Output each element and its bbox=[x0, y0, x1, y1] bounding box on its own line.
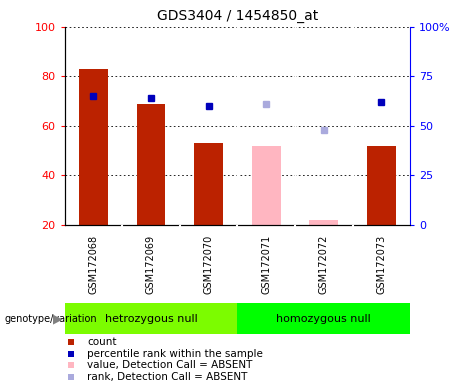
Text: GSM172071: GSM172071 bbox=[261, 234, 271, 294]
Bar bbox=[194, 143, 223, 225]
Text: GSM172073: GSM172073 bbox=[377, 234, 386, 294]
Text: GSM172069: GSM172069 bbox=[146, 235, 156, 293]
Text: ▶: ▶ bbox=[53, 312, 63, 325]
Text: GSM172072: GSM172072 bbox=[319, 234, 329, 294]
Text: GSM172068: GSM172068 bbox=[89, 235, 98, 293]
Text: GSM172070: GSM172070 bbox=[204, 234, 213, 294]
Bar bbox=[237, 303, 410, 334]
Bar bbox=[367, 146, 396, 225]
Text: percentile rank within the sample: percentile rank within the sample bbox=[87, 349, 263, 359]
Bar bbox=[136, 104, 165, 225]
Text: hetrozygous null: hetrozygous null bbox=[105, 314, 197, 324]
Text: count: count bbox=[87, 338, 117, 348]
Title: GDS3404 / 1454850_at: GDS3404 / 1454850_at bbox=[157, 9, 318, 23]
Text: homozygous null: homozygous null bbox=[277, 314, 371, 324]
Text: genotype/variation: genotype/variation bbox=[5, 314, 97, 324]
Bar bbox=[252, 146, 281, 225]
Bar bbox=[309, 220, 338, 225]
Bar bbox=[79, 69, 108, 225]
Bar bbox=[65, 303, 237, 334]
Text: value, Detection Call = ABSENT: value, Detection Call = ABSENT bbox=[87, 361, 252, 371]
Text: rank, Detection Call = ABSENT: rank, Detection Call = ABSENT bbox=[87, 372, 248, 382]
